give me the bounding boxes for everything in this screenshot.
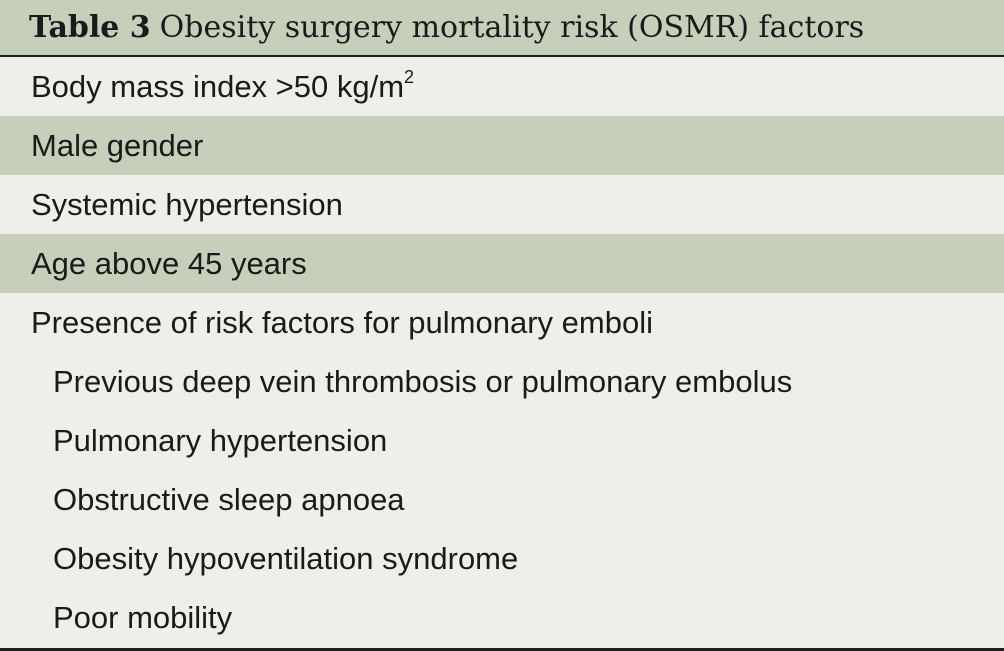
table-cell-text: Body mass index >50 kg/m (31, 69, 405, 104)
table-row-age: Age above 45 years (0, 234, 1004, 293)
table-row-hypertension: Systemic hypertension (0, 175, 1004, 234)
table-row-pulmonary-emboli-risk: Presence of risk factors for pulmonary e… (0, 293, 1004, 352)
table-caption-label: Table 3 (29, 10, 151, 45)
table-cell-text: Presence of risk factors for pulmonary e… (31, 305, 653, 340)
table-cell-text: Poor mobility (53, 600, 233, 635)
table-row-dvt: Previous deep vein thrombosis or pulmona… (0, 352, 1004, 411)
table-cell-text: Pulmonary hypertension (53, 423, 388, 458)
table-cell-text: Obesity hypoventilation syndrome (53, 541, 519, 576)
table-cell-text: Age above 45 years (31, 246, 307, 281)
table-cell-text: Systemic hypertension (31, 187, 343, 222)
table-caption: Table 3 Obesity surgery mortality risk (… (0, 0, 1004, 57)
table-cell-text: Previous deep vein thrombosis or pulmona… (53, 364, 793, 399)
table-row-sleep-apnoea: Obstructive sleep apnoea (0, 470, 1004, 529)
table-body: Body mass index >50 kg/m2 Male gender Sy… (0, 57, 1004, 647)
table-cell-text: Obstructive sleep apnoea (53, 482, 405, 517)
table-row-bmi: Body mass index >50 kg/m2 (0, 57, 1004, 116)
superscript: 2 (404, 67, 415, 87)
table-row-pulmonary-hypertension: Pulmonary hypertension (0, 411, 1004, 470)
table-bottom-rule (0, 648, 1004, 651)
table-row-male-gender: Male gender (0, 116, 1004, 175)
table-caption-title: Obesity surgery mortality risk (OSMR) fa… (159, 10, 865, 45)
table-cell-text: Male gender (31, 128, 204, 163)
table-row-poor-mobility: Poor mobility (0, 588, 1004, 647)
table-row-hypoventilation: Obesity hypoventilation syndrome (0, 529, 1004, 588)
